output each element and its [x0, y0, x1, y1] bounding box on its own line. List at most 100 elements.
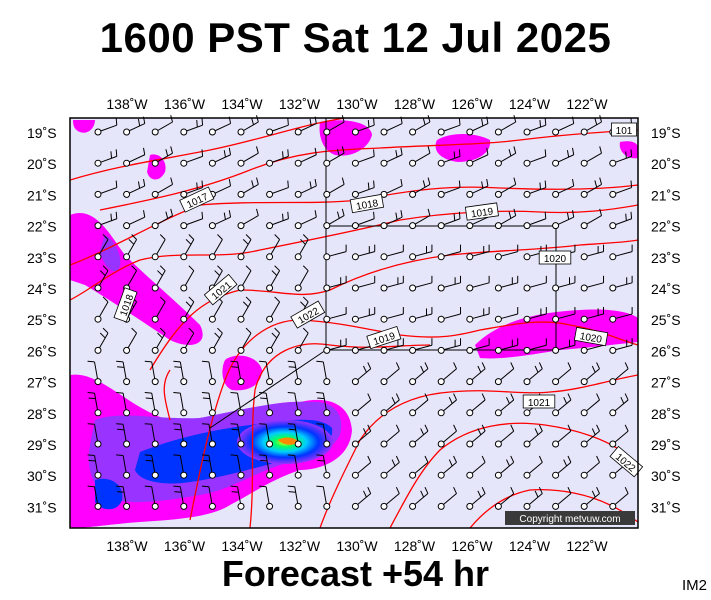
wind-barb — [494, 393, 515, 417]
wind-barb — [294, 234, 309, 261]
latitude-label: 27˚S — [651, 375, 681, 391]
wind-barb — [552, 455, 572, 479]
latitude-label: 21˚S — [651, 187, 681, 203]
wind-barb — [351, 275, 376, 292]
wind-barb — [351, 424, 372, 448]
latitude-label: 25˚S — [27, 312, 57, 328]
wind-barb — [180, 180, 204, 198]
wind-barb — [380, 424, 400, 448]
latitude-label: 30˚S — [651, 468, 681, 484]
wind-barb — [266, 118, 289, 136]
svg-text:1019: 1019 — [470, 206, 494, 220]
wind-barb — [437, 275, 462, 292]
wind-barb — [466, 455, 486, 479]
latitude-label: 24˚S — [651, 281, 681, 297]
wind-barb — [580, 362, 600, 386]
longitude-label: 126˚W — [451, 96, 493, 112]
wind-barb — [609, 180, 633, 198]
wind-barb — [380, 210, 403, 230]
svg-text:1021: 1021 — [528, 398, 551, 409]
wind-barb — [323, 146, 345, 167]
wind-barb — [237, 208, 259, 230]
wind-barb — [180, 118, 204, 136]
wind-barb — [123, 234, 138, 261]
wind-barb — [466, 424, 486, 448]
wind-barb — [144, 391, 159, 417]
wind-barb — [552, 307, 576, 323]
wind-barb — [173, 454, 188, 479]
isobar-line — [70, 118, 346, 181]
wind-barb — [351, 118, 375, 136]
wind-barb — [316, 391, 331, 417]
wind-barb — [552, 486, 572, 510]
isobar-label: 1020 — [573, 326, 609, 347]
wind-barb — [201, 454, 216, 479]
wind-barb — [116, 423, 131, 448]
wind-barb — [237, 234, 252, 261]
latitude-label: 20˚S — [651, 156, 681, 172]
wind-barb — [180, 234, 195, 261]
latitude-label: 23˚S — [27, 250, 57, 266]
wind-barb — [287, 391, 302, 417]
wind-barb — [294, 147, 317, 167]
map-frame — [69, 117, 639, 529]
wind-barb — [580, 177, 603, 198]
wind-barb — [144, 485, 159, 510]
svg-text:1020: 1020 — [579, 331, 603, 346]
wind-barb — [151, 208, 174, 230]
copyright-text: Copyright metvuw.com — [519, 514, 620, 525]
longitude-label: 126˚W — [451, 538, 493, 554]
wind-barb — [151, 296, 166, 323]
wind-barb — [351, 362, 372, 386]
wind-barb — [409, 275, 433, 292]
isobar-line — [99, 129, 638, 211]
wind-barb — [180, 211, 204, 230]
svg-text:1018: 1018 — [355, 198, 379, 213]
wind-barb — [494, 362, 515, 386]
map-title: 1600 PST Sat 12 Jul 2025 — [99, 14, 612, 61]
latitude-labels-right: 19˚S 20˚S 21˚S 22˚S 23˚S 24˚S 25˚S 26˚S 27˚S 28˚S… — [651, 125, 681, 515]
latitude-label: 28˚S — [27, 406, 57, 422]
wind-barb — [380, 147, 403, 167]
longitude-label: 130˚W — [336, 96, 378, 112]
isobar-line — [163, 369, 171, 421]
rain-area — [95, 478, 123, 510]
wind-barb — [552, 393, 572, 417]
wind-barb — [287, 485, 302, 510]
wind-barb — [409, 177, 431, 198]
wind-barb — [380, 244, 404, 261]
wind-barb — [580, 115, 603, 136]
wind-barb — [380, 307, 404, 323]
wind-barb — [466, 244, 490, 261]
wind-barb — [494, 208, 517, 230]
wind-barb — [294, 265, 309, 292]
wind-barb — [351, 393, 372, 417]
latitude-label: 29˚S — [651, 437, 681, 453]
wind-barb — [437, 338, 462, 354]
wind-barb — [523, 275, 547, 292]
wind-barb — [237, 265, 252, 292]
isobar-label: 101 — [610, 122, 638, 137]
wind-barb — [259, 391, 274, 417]
wind-barb — [523, 149, 547, 167]
latitude-label: 31˚S — [27, 499, 57, 515]
wind-barb — [259, 454, 274, 479]
wind-barb — [380, 338, 404, 354]
wind-barb — [552, 178, 575, 198]
wind-barb — [237, 146, 259, 167]
wind-barb — [230, 360, 245, 386]
isobar-label: 1020 — [538, 250, 572, 265]
wind-barb — [580, 424, 600, 448]
wind-barb — [237, 177, 259, 198]
wind-barb — [409, 244, 433, 261]
wind-barb — [351, 211, 375, 230]
wind-barb — [494, 146, 517, 167]
wind-barb — [466, 362, 486, 386]
wind-barb — [552, 338, 576, 354]
wind-barb — [494, 338, 519, 354]
wind-barb — [437, 393, 457, 417]
wind-barb — [609, 211, 633, 230]
wind-barb — [351, 486, 372, 510]
wind-barb — [116, 360, 131, 386]
wind-barb — [523, 307, 547, 323]
